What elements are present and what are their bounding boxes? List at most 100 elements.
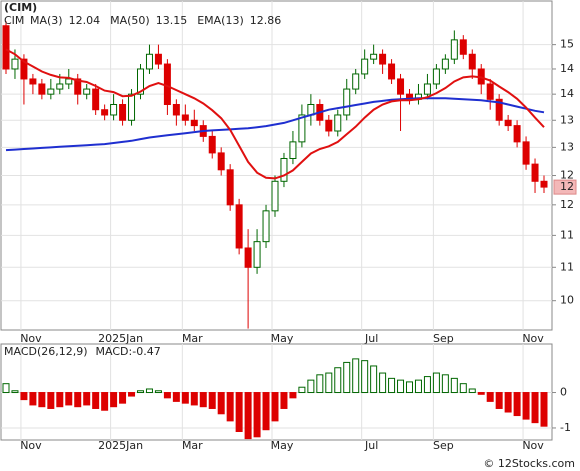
candle-body [128,93,136,121]
legend-name: EMA(13) [197,14,244,27]
candle-body [208,135,216,154]
candle-body [137,68,144,95]
candle-body [423,83,431,95]
ma-line [5,48,545,180]
candle-body [343,88,351,116]
legend-name: MA(3) [30,14,63,27]
x-tick-label: 2025Jan [98,439,143,452]
y-tick-label: 11 [560,228,574,241]
candle-body [145,53,153,70]
x-tick-label: Nov [20,439,42,452]
candle-body [361,58,369,75]
macd-bar [235,392,243,432]
candle-body [154,53,162,65]
macd-bar [226,392,234,422]
macd-bar [172,392,180,402]
macd-bar [343,361,351,394]
macd-bar [208,392,216,409]
macd-bar [406,381,413,394]
x-tick-label: Jul [364,439,378,452]
macd-bar [280,392,288,409]
macd-bar [289,392,297,399]
macd-bar [163,392,171,399]
candle-body [495,98,503,121]
macd-bar [271,392,279,422]
x-tick-label: May [271,332,294,345]
macd-bar [504,392,512,413]
macd-bar [307,379,315,394]
x-tick-label: Jul [364,332,378,345]
macd-bar [531,392,539,424]
candle-body [352,73,360,90]
last-price-label: 12 [560,180,574,193]
candle-body [92,88,100,111]
macd-bar [459,383,467,394]
macd-bar [423,376,431,394]
candle-body [74,78,82,95]
macd-bar [65,392,73,406]
macd-bar [128,392,136,397]
macd-bar [92,392,100,409]
macd-bar [145,388,153,394]
candle-body [271,180,279,212]
candle-body [2,25,10,70]
candle-body [226,169,234,206]
candle-body [325,119,333,132]
candle-body [459,39,467,55]
plot-area [0,0,553,331]
macd-bar [334,367,342,394]
macd-bar [38,392,46,408]
macd-bar [495,392,503,409]
y-tick-label: 13 [560,113,574,126]
x-tick-label: Nov [522,439,544,452]
macd-bar [83,392,91,406]
candle-body [441,58,449,70]
candle-body [262,210,270,243]
macd-bar [199,392,207,408]
x-tick-label: Sep [433,332,454,345]
y-tick-label: 13 [560,140,574,153]
candle-body [181,114,189,121]
x-tick-label: Mar [182,332,203,345]
macd-bar [11,390,19,394]
candle-body [370,53,378,60]
macd-bar [119,392,127,404]
candle-body [217,152,225,171]
macd-value: -0.47 [132,345,160,358]
candle-body [379,53,387,65]
macd-bar [352,358,360,394]
macd-bar [468,388,476,394]
candle-body [450,39,458,60]
candle-body [110,103,118,116]
candle-body [119,103,127,121]
candle-body [522,141,530,165]
candle-body [253,241,261,268]
y-tick-label: 11 [560,260,574,273]
macd-bar [47,392,55,409]
last-price-box [553,179,577,195]
candle-body [101,109,109,116]
candle-body [56,83,64,90]
macd-bar [244,392,252,440]
candle-body [486,83,494,100]
macd-bar [29,392,37,406]
x-tick-label: 2025Jan [98,332,143,345]
macd-bar [56,392,64,408]
macd-bar [361,360,369,394]
candle-body [38,83,46,95]
candle-body [65,78,73,85]
legend-symbol: CIM [4,14,24,27]
y-tick-label: 14 [560,87,574,100]
macd-bar [154,390,162,394]
x-tick-label: May [271,439,294,452]
candle-body [513,125,521,143]
macd-bar [388,377,396,394]
macd-title: MACD(26,12,9) [4,345,88,358]
legend-value: 13.15 [156,14,188,27]
macd-bar [253,392,261,438]
macd-bar [20,392,28,401]
macd-bar [316,374,324,394]
candle-body [11,58,19,70]
candle-body [334,114,342,132]
candle-body [388,63,396,80]
